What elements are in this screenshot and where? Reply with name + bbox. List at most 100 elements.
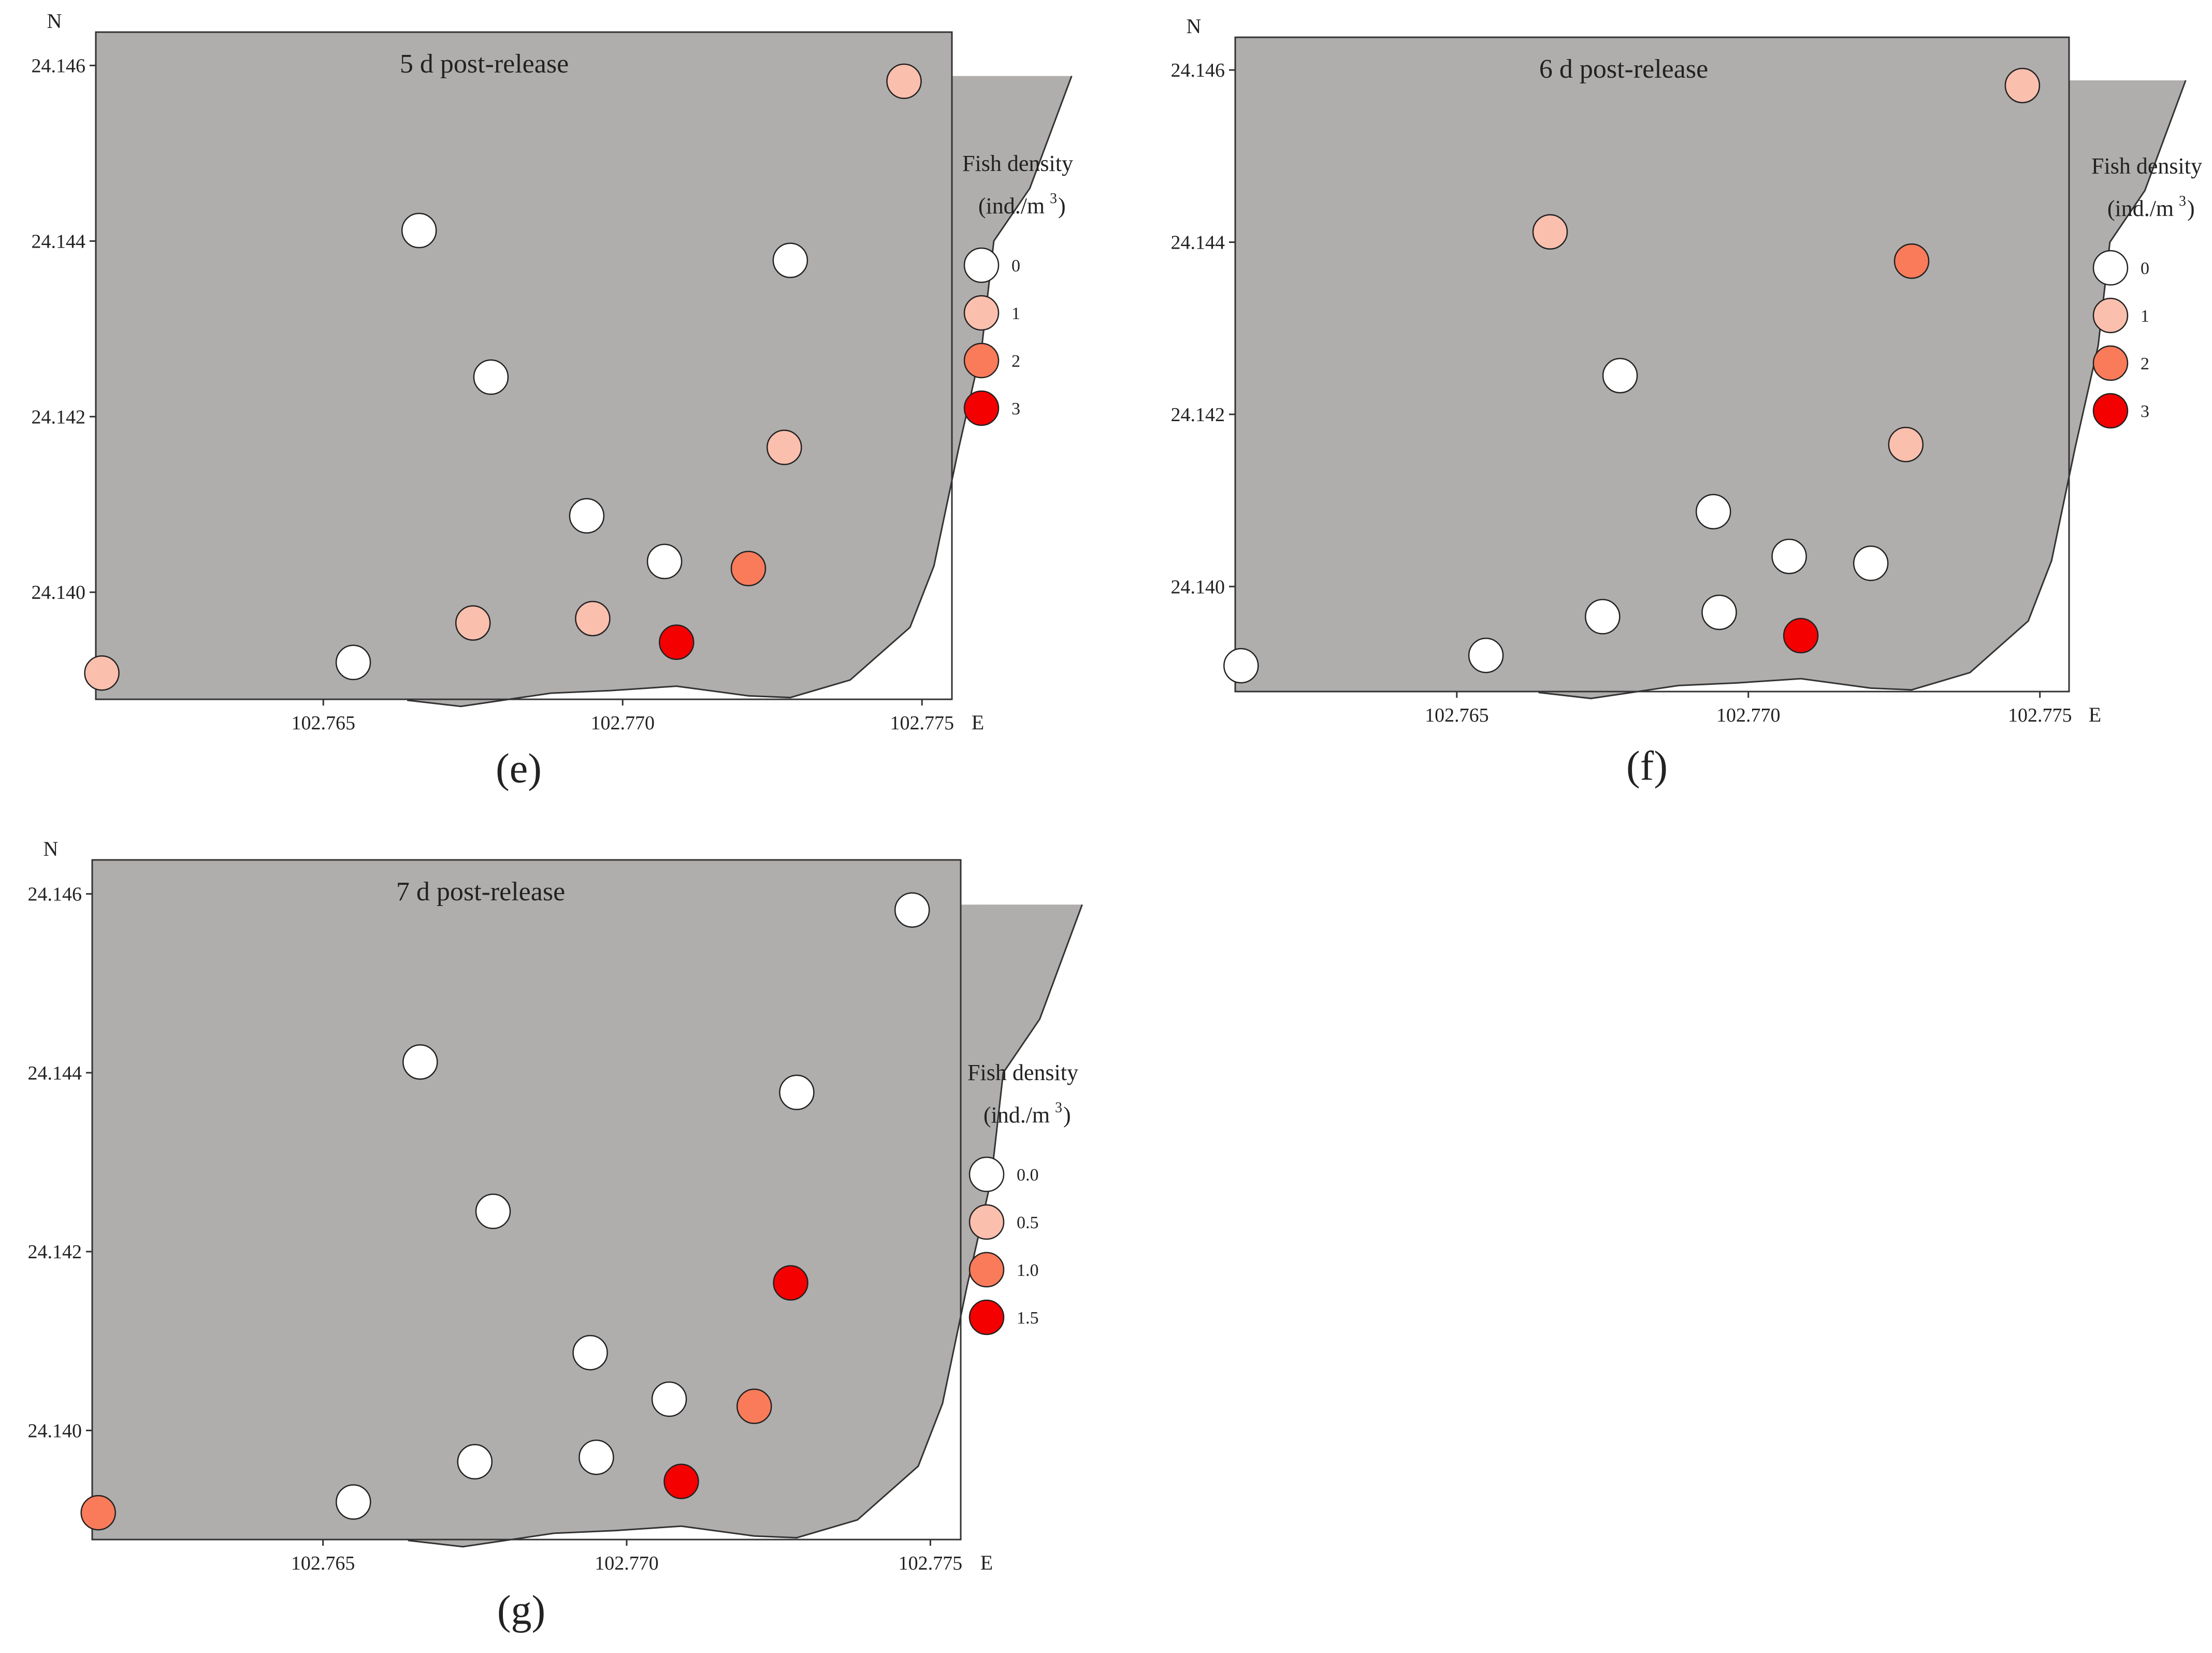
data-point (736, 1388, 772, 1425)
legend-title: Fish density (2091, 153, 2202, 179)
legend-label: 1.5 (1017, 1309, 1039, 1328)
data-point (646, 543, 683, 580)
data-point (651, 1381, 687, 1417)
y-tick-label: 24.140 (1171, 576, 1225, 598)
north-label: N (1187, 15, 1202, 38)
y-tick-label: 24.144 (1171, 232, 1225, 254)
legend-key (2092, 250, 2129, 286)
y-tick-label: 24.142 (32, 406, 86, 428)
legend-key (2092, 297, 2129, 334)
legend-label: 0 (1011, 256, 1020, 276)
y-tick-label: 24.146 (32, 55, 86, 77)
panel-f: 102.765 102.770 102.775 24.140 24.142 24.144 2… (1171, 15, 2202, 789)
data-point (1701, 594, 1737, 630)
y-tick-label: 24.144 (28, 1062, 82, 1084)
data-point (80, 1494, 116, 1531)
y-tick-label: 24.140 (28, 1420, 82, 1442)
east-label: E (980, 1551, 993, 1574)
plot-frame (1234, 36, 2070, 693)
legend-label: 0.5 (1017, 1213, 1039, 1232)
data-point (894, 892, 930, 928)
east-label: E (2089, 703, 2101, 726)
y-tick-label: 24.142 (28, 1241, 82, 1263)
data-point (1888, 426, 1924, 463)
y-tick-label: 24.144 (32, 231, 86, 252)
legend-unit-superscript: 3 (1055, 1100, 1062, 1116)
legend-unit: (ind./m (2107, 196, 2174, 221)
data-point (1695, 494, 1731, 529)
data-point (579, 1439, 614, 1475)
data-point (575, 600, 611, 637)
data-point (1532, 214, 1568, 250)
panel-label: (e) (496, 746, 542, 792)
x-tick-label: 102.765 (291, 1553, 355, 1574)
data-point (659, 624, 695, 660)
legend-label: 3 (2141, 402, 2149, 421)
legend-unit-close: ) (2187, 196, 2195, 221)
y-tick-label: 24.142 (1171, 404, 1225, 426)
x-tick-label: 102.770 (590, 712, 655, 734)
data-point (1771, 538, 1807, 574)
data-point (1853, 545, 1889, 581)
legend-label: 0 (2141, 259, 2149, 278)
data-point (1893, 243, 1930, 279)
land-area (92, 860, 1082, 1547)
north-label: N (44, 837, 59, 860)
legend: Fish density (ind./m 3) 0 1 2 3 (962, 151, 1073, 426)
east-label: E (972, 711, 984, 734)
legend: Fish density (ind./m 3) 0 1 2 3 (2091, 153, 2202, 429)
legend-title: Fish density (967, 1060, 1078, 1085)
data-point (572, 1334, 608, 1371)
legend-unit: (ind./m (978, 193, 1045, 219)
panel-label: (f) (1626, 743, 1668, 789)
panel-e: 102.765 102.770 102.775 24.140 24.142 24.144 2… (32, 9, 1073, 792)
legend-key (963, 390, 1000, 426)
legend-label: 1.0 (1017, 1261, 1039, 1280)
data-point (401, 212, 437, 249)
legend-key (2092, 393, 2129, 429)
panel-title: 5 d post-release (400, 49, 569, 79)
data-point (84, 655, 120, 691)
data-point (402, 1044, 438, 1080)
legend-unit-close: ) (1063, 1102, 1071, 1128)
legend-label: 3 (1011, 399, 1020, 419)
data-point (475, 1194, 511, 1229)
legend-label: 1 (2141, 307, 2149, 326)
legend-key (968, 1252, 1005, 1288)
plot-frame (91, 859, 962, 1541)
x-tick-label: 102.775 (2008, 705, 2072, 726)
legend-key (963, 295, 1000, 331)
data-point (457, 1444, 493, 1480)
x-tick-label: 102.765 (292, 712, 356, 734)
x-tick-label: 102.775 (890, 712, 954, 734)
data-point (2004, 67, 2041, 104)
legend-label: 2 (1011, 352, 1020, 371)
data-point (767, 429, 802, 465)
x-tick-label: 102.770 (1716, 705, 1781, 726)
data-point (1585, 599, 1621, 635)
data-point (569, 498, 605, 534)
y-tick-label: 24.140 (32, 582, 86, 603)
data-point (779, 1074, 815, 1111)
legend-unit-superscript: 3 (1050, 191, 1057, 207)
panel-title: 7 d post-release (396, 877, 565, 907)
data-point (772, 242, 808, 278)
data-point (773, 1265, 808, 1301)
coastline (408, 904, 1083, 1548)
legend-key (963, 342, 1000, 379)
y-tick-label: 24.146 (28, 884, 82, 905)
data-point (336, 1484, 371, 1520)
panel-title: 6 d post-release (1539, 54, 1708, 84)
data-point (455, 605, 491, 641)
legend-unit: (ind./m (984, 1102, 1050, 1128)
legend-key (963, 247, 1000, 283)
legend-label: 1 (1011, 304, 1020, 323)
data-point (335, 644, 371, 681)
plot-frame (95, 31, 953, 700)
x-tick-label: 102.770 (595, 1553, 659, 1574)
data-point (473, 359, 509, 395)
legend-key (968, 1156, 1005, 1192)
land-area (96, 32, 1072, 707)
data-point (1223, 648, 1259, 684)
